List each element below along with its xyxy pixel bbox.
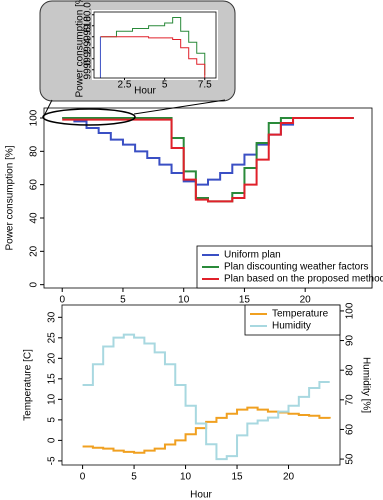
x-tick-label: 20 bbox=[283, 472, 295, 483]
x-tick-label: 15 bbox=[239, 295, 251, 306]
y-tick-label: 40 bbox=[29, 212, 40, 224]
y2-tick-label: 90 bbox=[345, 335, 356, 347]
x-tick-label: 2.5 bbox=[118, 80, 132, 91]
x-tick-label: 5 bbox=[120, 295, 126, 306]
y-tick-label: 10 bbox=[47, 393, 58, 405]
plot-frame bbox=[61, 304, 341, 466]
y2-tick-label: 70 bbox=[345, 394, 356, 406]
x-tick-label: 5 bbox=[162, 80, 168, 91]
series-line bbox=[82, 333, 330, 461]
legend-label: Plan based on the proposed method bbox=[224, 274, 383, 285]
y2-axis-label: Humidity [%] bbox=[360, 357, 371, 413]
y-tick-label: 100.0 bbox=[83, 2, 94, 27]
y-tick-label: 99.6 bbox=[83, 27, 94, 47]
y-tick-label: 99.2 bbox=[83, 49, 94, 69]
inset-background bbox=[92, 10, 218, 80]
y-tick-label: 30 bbox=[47, 311, 58, 323]
x-tick-label: 10 bbox=[178, 295, 190, 306]
zoom-ellipse bbox=[42, 108, 136, 126]
y-tick-label: 20 bbox=[47, 352, 58, 364]
x-tick-label: 0 bbox=[59, 295, 65, 306]
x-tick-label: 0 bbox=[80, 472, 86, 483]
x-axis-label: Hour bbox=[134, 86, 156, 97]
x-tick-label: 5 bbox=[131, 472, 137, 483]
legend-label: Temperature bbox=[272, 309, 329, 320]
y-tick-label: 100 bbox=[29, 109, 40, 126]
y-axis-label: Temperature [C] bbox=[23, 349, 34, 421]
series-line bbox=[62, 117, 354, 203]
plot-frame bbox=[93, 11, 217, 79]
x-tick-label: 7.5 bbox=[198, 80, 212, 91]
y2-tick-label: 50 bbox=[345, 453, 356, 465]
y-tick-label: 0 bbox=[47, 437, 58, 443]
y-axis-label: Power consumption [%] bbox=[75, 0, 86, 98]
y-tick-label: 5 bbox=[47, 417, 58, 423]
x-tick-label: 15 bbox=[231, 472, 243, 483]
legend-label: Uniform plan bbox=[224, 250, 281, 261]
legend-label: Plan discounting weather factors bbox=[224, 262, 369, 273]
series-line bbox=[62, 117, 354, 203]
y2-tick-label: 60 bbox=[345, 423, 356, 435]
y-tick-label: 15 bbox=[47, 373, 58, 385]
y-tick-label: 80 bbox=[29, 145, 40, 157]
y-axis-label: Power consumption [%] bbox=[5, 145, 16, 250]
zoom-connector bbox=[133, 99, 226, 115]
x-axis-label: Hour bbox=[190, 490, 212, 500]
y-tick-label: 20 bbox=[29, 245, 40, 257]
x-tick-label: 20 bbox=[300, 295, 312, 306]
y-tick-label: 60 bbox=[29, 179, 40, 191]
y-tick-label: 0 bbox=[29, 281, 40, 287]
legend-box bbox=[196, 245, 373, 289]
legend-box bbox=[244, 304, 341, 336]
series-line bbox=[62, 117, 354, 186]
series-line bbox=[100, 36, 206, 78]
y2-tick-label: 100 bbox=[345, 302, 356, 319]
y-tick-label: -5 bbox=[47, 456, 58, 465]
series-line bbox=[82, 406, 331, 454]
y-tick-label: 99.0 bbox=[83, 60, 94, 80]
y-tick-label: 25 bbox=[47, 332, 58, 344]
x-tick-label: 10 bbox=[180, 472, 192, 483]
legend-label: Humidity bbox=[272, 321, 311, 332]
y2-tick-label: 80 bbox=[345, 364, 356, 376]
y-tick-label: 99.8 bbox=[83, 16, 94, 36]
y-tick-label: 99.4 bbox=[83, 38, 94, 58]
series-line bbox=[100, 17, 206, 76]
